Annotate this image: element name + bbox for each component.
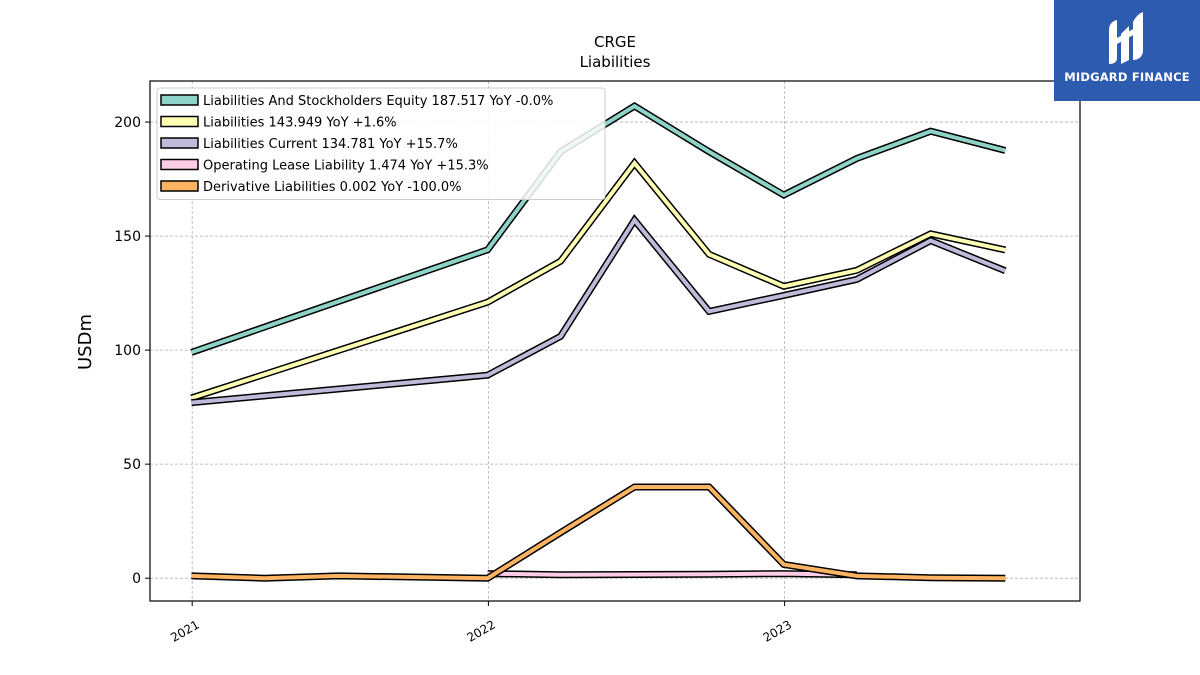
- logo-text: MIDGARD FINANCE: [1064, 70, 1190, 84]
- y-tick-label: 150: [114, 229, 141, 245]
- legend: Liabilities And Stockholders Equity 187.…: [156, 87, 606, 200]
- y-tick-label: 50: [123, 457, 141, 473]
- chart-subtitle: Liabilities: [580, 53, 651, 71]
- legend-swatch: [160, 137, 199, 149]
- legend-label: Liabilities And Stockholders Equity 187.…: [203, 94, 553, 109]
- legend-swatch: [160, 94, 199, 106]
- series-line-operating-lease-liability: [487, 571, 857, 577]
- series-outline-derivative-liabilities: [191, 483, 1006, 582]
- legend-box: [156, 87, 606, 200]
- legend-swatch: [160, 115, 199, 128]
- legend-label: Liabilities Current 134.781 YoY +15.7%: [203, 137, 458, 152]
- brand-logo: MIDGARD FINANCE: [1054, 0, 1200, 101]
- x-tick-label: 2022: [464, 617, 497, 644]
- series-layer: [190, 101, 1007, 582]
- y-axis-label: USDm: [75, 314, 96, 370]
- y-tick-label: 200: [114, 115, 141, 131]
- legend-swatch: [160, 180, 199, 192]
- legend-label: Liabilities 143.949 YoY +1.6%: [203, 116, 397, 131]
- legend-swatch: [160, 158, 199, 171]
- series-line-derivative-liabilities: [191, 485, 1006, 581]
- y-tick-label: 0: [132, 571, 141, 587]
- y-tick-label: 100: [114, 343, 141, 359]
- plot-frame: [149, 80, 1081, 602]
- legend-label: Operating Lease Liability 1.474 YoY +15.…: [203, 159, 489, 174]
- x-tick-label: 2023: [761, 617, 794, 644]
- chart-title: CRGE: [594, 33, 636, 51]
- legend-label: Derivative Liabilities 0.002 YoY -100.0%: [203, 180, 462, 195]
- x-tick-label: 2021: [168, 617, 201, 644]
- logo-mark-icon: [1109, 12, 1143, 64]
